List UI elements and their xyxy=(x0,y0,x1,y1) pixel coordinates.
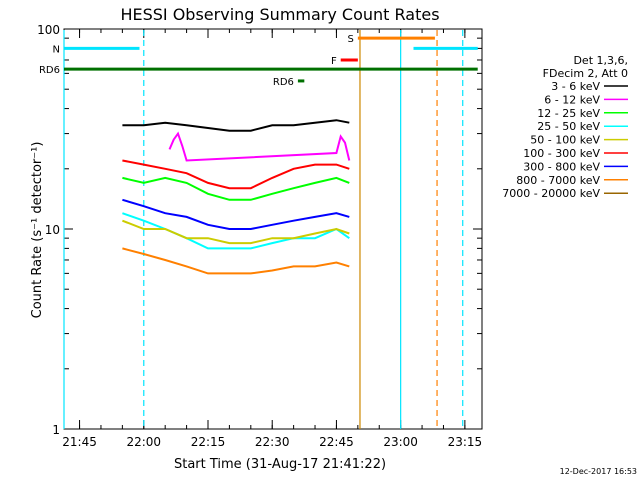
series-line xyxy=(122,212,350,250)
footer-date: 12-Dec-2017 16:53 xyxy=(560,467,637,476)
x-axis-ticks: 21:45 22:00 22:15 22:30 22:45 23:00 23:15 xyxy=(62,29,482,449)
series-line xyxy=(122,119,350,132)
x-tick-label: 22:45 xyxy=(319,435,354,449)
plot-frame xyxy=(63,28,483,430)
x-tick-label: 22:30 xyxy=(255,435,290,449)
series-line xyxy=(122,247,350,275)
legend-entry-label: 50 - 100 keV xyxy=(530,134,600,147)
y-axis-ticks: 1 10 100 xyxy=(37,23,482,437)
x-tick-label: 22:00 xyxy=(126,435,161,449)
legend-entry-label: 300 - 800 keV xyxy=(523,160,600,173)
flag-label: N xyxy=(53,44,60,55)
flag-label: RD6 xyxy=(39,65,60,76)
y-axis-label: Count Rate (s⁻¹ detector⁻¹) xyxy=(30,142,45,319)
series-line xyxy=(122,159,350,190)
x-tick-label: 23:00 xyxy=(383,435,418,449)
legend-entry-label: 6 - 12 keV xyxy=(544,93,600,106)
flag-bars: N SF RD6 RD6 xyxy=(39,34,478,88)
legend-entry-label: 100 - 300 keV xyxy=(523,147,600,160)
series-line xyxy=(122,198,350,230)
legend-entry-label: 800 - 7000 keV xyxy=(516,174,600,187)
x-tick-label: 21:45 xyxy=(62,435,97,449)
y-tick-label: 1 xyxy=(52,423,60,437)
legend-entry-label: 25 - 50 keV xyxy=(537,120,600,133)
y-tick-label: 10 xyxy=(45,223,60,237)
x-axis-label: Start Time (31-Aug-17 21:41:22) xyxy=(174,457,386,472)
series-line xyxy=(122,176,350,201)
vertical-markers xyxy=(63,30,464,429)
flag-label: RD6 xyxy=(273,77,294,88)
series-line xyxy=(122,219,350,245)
legend-entry-label: 7000 - 20000 keV xyxy=(502,187,600,200)
y-tick-label: 100 xyxy=(37,23,60,37)
x-tick-label: 23:15 xyxy=(448,435,483,449)
flag-label: S xyxy=(347,34,353,45)
legend-header: FDecim 2, Att 0 xyxy=(543,67,628,80)
series-line xyxy=(168,131,351,162)
series-lines xyxy=(122,119,351,275)
flag-label: F xyxy=(331,56,337,67)
legend-header: Det 1,3,6, xyxy=(573,54,628,67)
legend-entry-label: 12 - 25 keV xyxy=(537,107,600,120)
chart-title: HESSI Observing Summary Count Rates xyxy=(120,5,439,24)
legend-entry-label: 3 - 6 keV xyxy=(551,80,600,93)
x-tick-label: 22:15 xyxy=(191,435,226,449)
